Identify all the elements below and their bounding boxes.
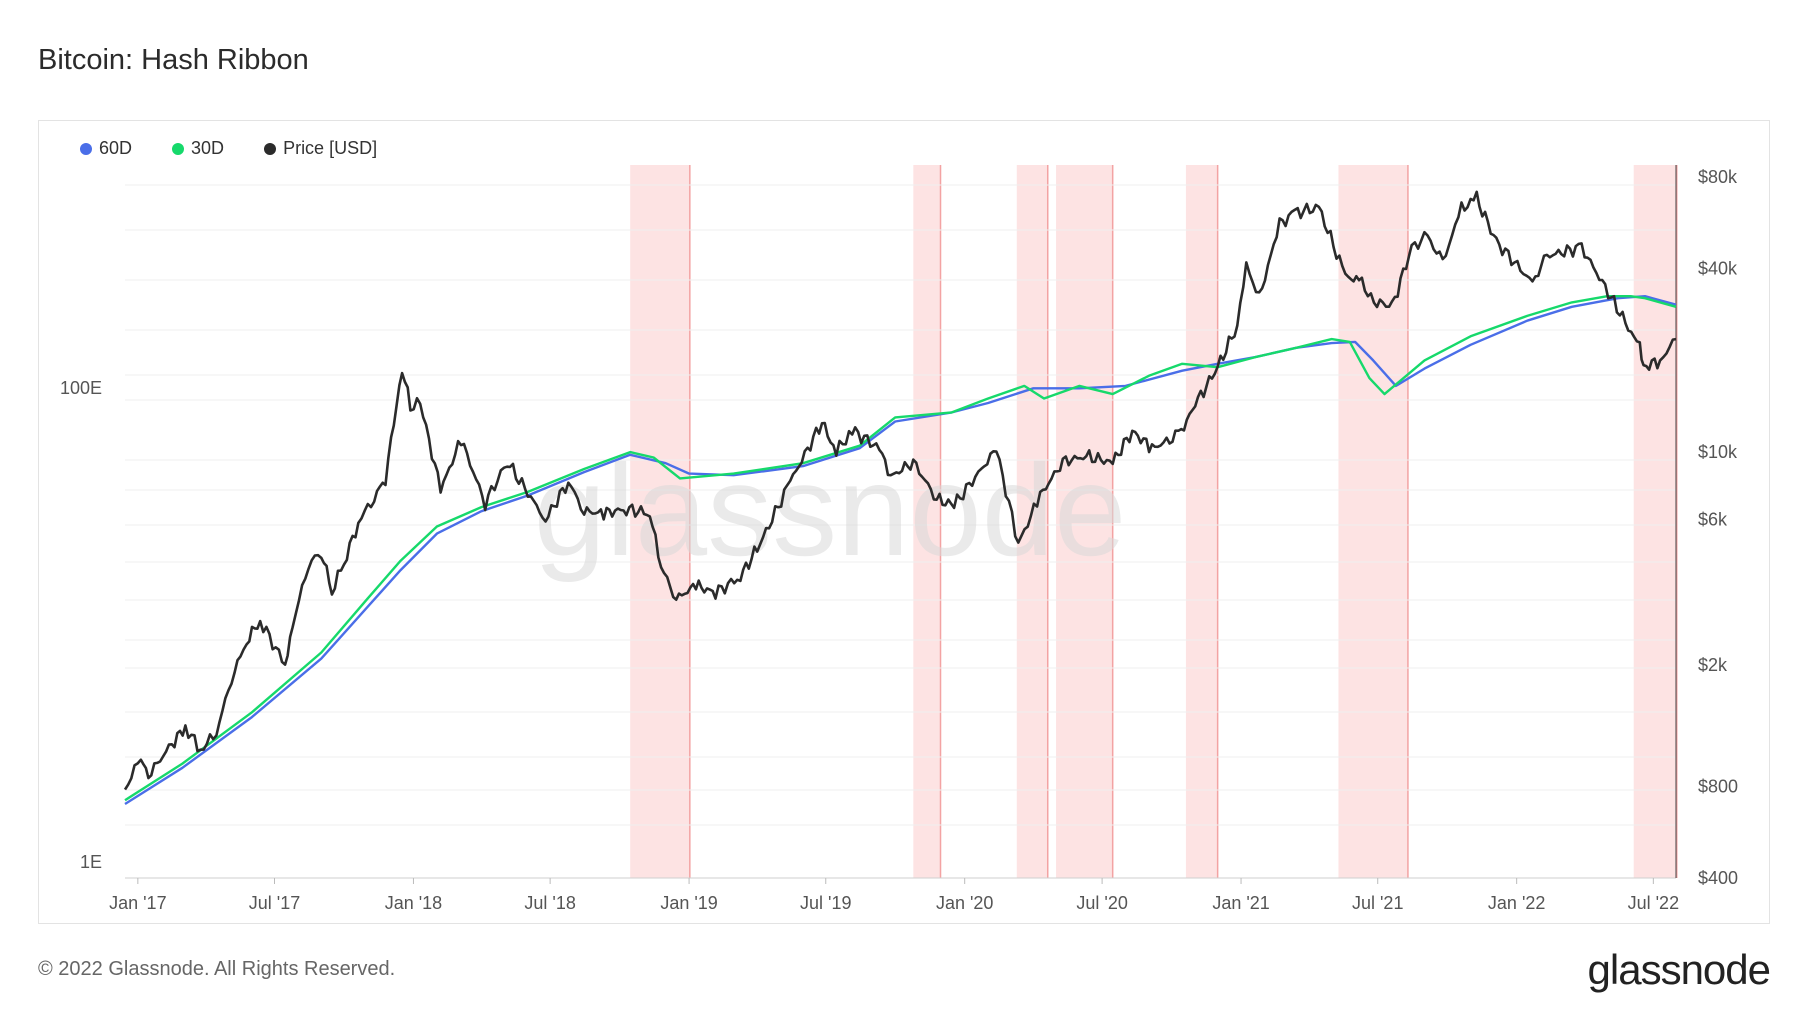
legend-dot-30d [172,142,185,155]
x-tick-label: Jan '17 [109,893,166,913]
x-tick-label: Jan '18 [385,893,442,913]
legend: 60D 30D Price [USD] [80,138,377,159]
legend-item-30d[interactable]: 30D [172,138,224,159]
x-tick-label: Jul '18 [524,893,575,913]
legend-label-60d: 60D [99,138,133,158]
left-tick-label: 1E [80,852,102,872]
legend-label-price: Price [USD] [283,138,378,158]
ribbon-60d-line [124,295,1677,806]
grid-layer [125,165,1677,879]
right-tick-label: $2k [1698,655,1728,675]
capitulation-band [630,165,690,878]
capitulation-band [1016,165,1048,878]
legend-label-30d: 30D [191,138,225,158]
x-tick-label: Jan '22 [1488,893,1545,913]
x-tick-label: Jan '20 [936,893,993,913]
x-tick-label: Jul '22 [1628,893,1679,913]
x-tick-label: Jan '19 [660,893,717,913]
legend-dot-price [264,142,277,155]
legend-item-price[interactable]: Price [USD] [264,138,377,159]
legend-item-60d[interactable]: 60D [80,138,132,159]
x-tick-label: Jul '20 [1076,893,1127,913]
right-tick-label: $10k [1698,442,1738,462]
chart-title: Bitcoin: Hash Ribbon [38,44,309,76]
brand-logo[interactable]: glassnode [1587,946,1771,993]
x-axis: Jan '17 Jul '17 Jan '18 Jul '18 Jan '19 Jul '… [109,878,1679,913]
chart-frame [38,120,1770,924]
capitulation-band [913,165,941,878]
right-axis: $80k $40k $10k $6k $2k $800 $400 [1698,167,1738,888]
right-tick-label: $80k [1698,167,1738,187]
right-tick-label: $400 [1698,868,1738,888]
price-line [123,190,1677,791]
capitulation-band [1338,165,1408,878]
right-tick-label: $40k [1698,259,1738,279]
legend-dot-60d [80,142,92,155]
series-layer [123,190,1677,806]
copyright-footer: © 2022 Glassnode. All Rights Reserved. [38,958,396,980]
left-tick-label: 100E [60,378,102,398]
x-tick-label: Jan '21 [1212,893,1269,913]
right-tick-label: $800 [1698,776,1738,796]
capitulation-band [1633,165,1677,878]
left-axis: 100E 1E [60,378,102,872]
x-tick-label: Jul '21 [1352,893,1403,913]
x-tick-label: Jul '19 [800,893,851,913]
ribbon-30d-line [124,295,1677,802]
band-layer [630,165,1678,878]
capitulation-band [1185,165,1218,878]
x-tick-label: Jul '17 [249,893,300,913]
right-tick-label: $6k [1698,510,1728,530]
capitulation-band [1056,165,1113,878]
